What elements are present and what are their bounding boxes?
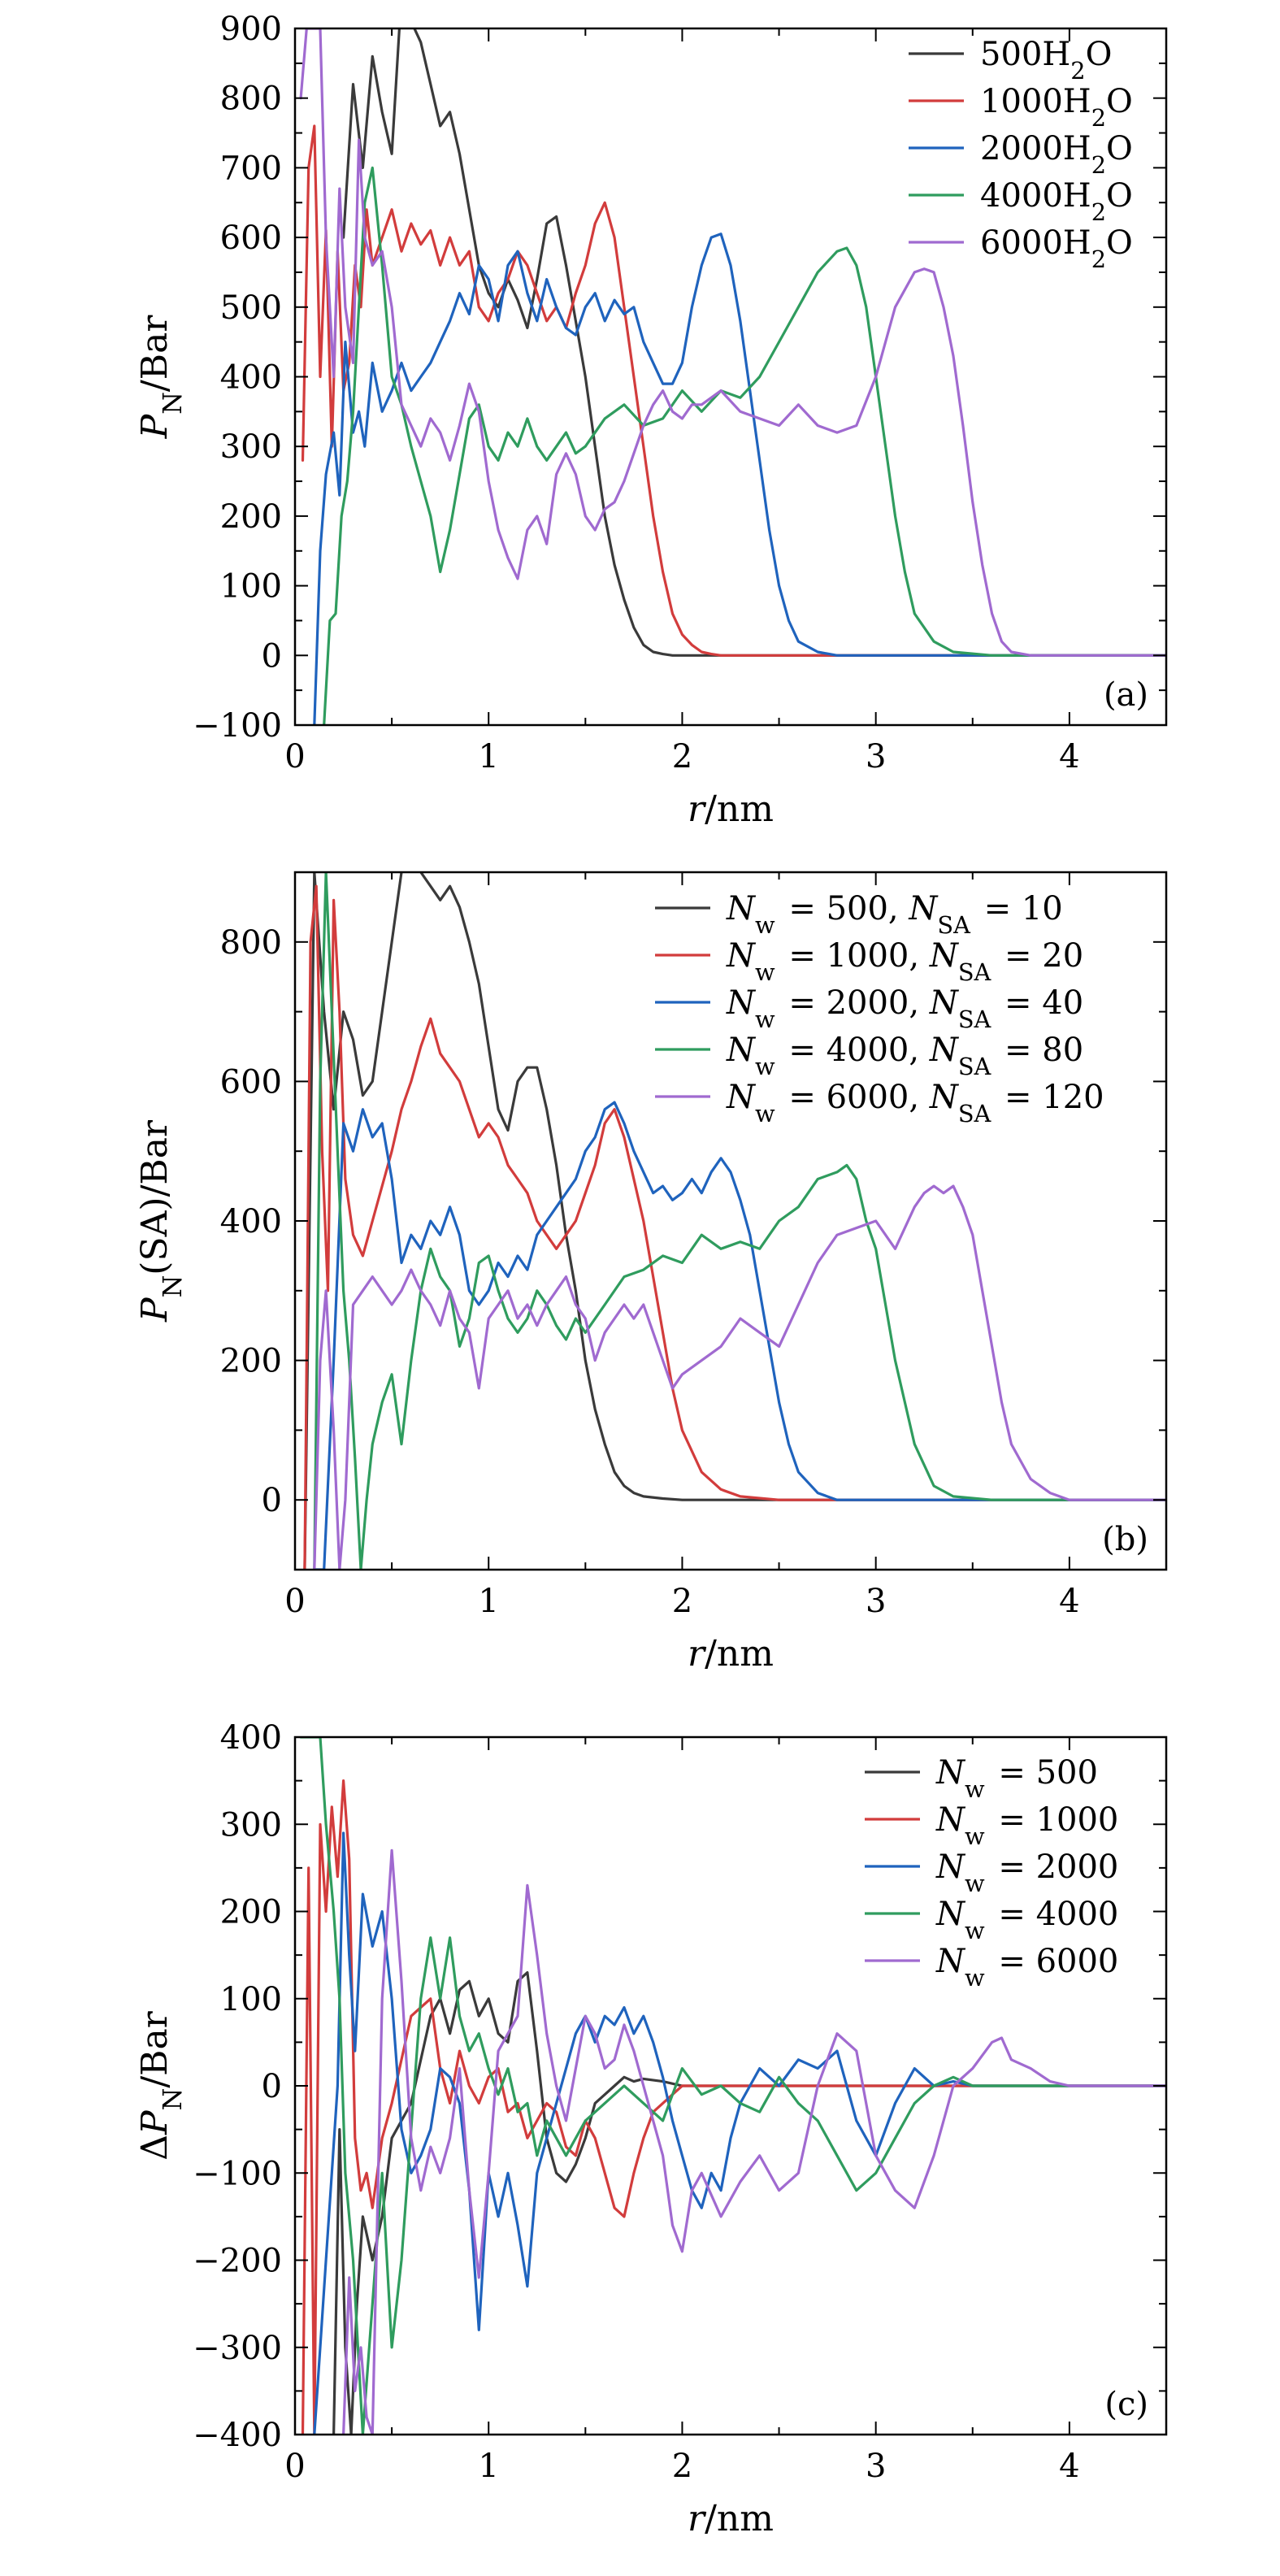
y-tick-label: 300 (220, 428, 282, 466)
series-line-5 (342, 1848, 1166, 2435)
series-line-4 (313, 872, 1166, 1570)
y-tick-label: 600 (220, 219, 282, 257)
legend-label: Nw = 500, NSA = 10 (726, 890, 1063, 939)
series-line-3 (313, 232, 1166, 725)
series-line-4 (323, 166, 1166, 725)
x-tick-label: 2 (672, 1583, 692, 1620)
x-axis-label: r/nm (688, 1633, 774, 1675)
y-axis-label: ΔPN/Bar (134, 2010, 188, 2161)
series-lines (299, 1737, 1166, 2435)
y-axis-label: PN/Bar (134, 315, 188, 440)
x-tick-label: 2 (672, 2448, 692, 2485)
y-tick-label: 200 (220, 1343, 282, 1380)
y-tick-label: 0 (262, 637, 282, 675)
legend-label: Nw = 6000, NSA = 120 (726, 1079, 1104, 1127)
y-tick-label: 400 (220, 359, 282, 397)
y-tick-label: 800 (220, 924, 282, 962)
legend-label: Nw = 2000, NSA = 40 (726, 984, 1083, 1033)
series-line-5 (313, 1184, 1166, 1570)
y-tick-label: −100 (193, 707, 282, 745)
panel-a: 0 1 2 3 4−1000100200300400500600700800900r/n… (134, 11, 1168, 830)
y-tick-label: 100 (220, 568, 282, 606)
series-line-3 (313, 1101, 1166, 1570)
legend-label: 1000H2O (980, 83, 1133, 132)
panel-b: 0 1 2 3 4 0 200 400 600 800 r/nm PN(SA)/Bar (b) Nw = … (134, 871, 1168, 1675)
x-tick-label: 0 (284, 1583, 305, 1620)
legend-label: Nw = 6000 (935, 1943, 1118, 1992)
y-tick-label: 400 (220, 1719, 282, 1757)
series-lines (299, 28, 1166, 725)
series-line-3 (313, 1831, 1166, 2435)
panel-label: (b) (1102, 1521, 1148, 1558)
x-tick-label: 1 (478, 1583, 498, 1620)
x-tick-label: 1 (478, 2448, 498, 2485)
series-lines (303, 872, 1166, 1570)
x-tick-label: 3 (866, 2448, 886, 2485)
y-tick-label: 0 (262, 1482, 282, 1519)
series-line-4 (299, 1737, 1166, 2435)
x-tick-label: 4 (1059, 2448, 1079, 2485)
y-tick-label: −100 (193, 2155, 282, 2192)
y-tick-label: −400 (193, 2417, 282, 2454)
y-tick-label: 200 (220, 1894, 282, 1931)
legend-label: Nw = 1000 (935, 1801, 1118, 1850)
y-tick-label: −300 (193, 2330, 282, 2367)
legend-label: Nw = 500 (935, 1754, 1098, 1803)
x-axis-label: r/nm (688, 788, 774, 830)
series-line-1 (342, 28, 1166, 657)
y-tick-label: 0 (262, 2068, 282, 2105)
y-tick-label: 200 (220, 498, 282, 536)
series-line-1 (303, 872, 1166, 1570)
x-tick-label: 4 (1059, 1583, 1079, 1620)
legend-label: 6000H2O (980, 224, 1133, 273)
y-tick-label: 900 (220, 11, 282, 48)
panel-label: (a) (1104, 676, 1148, 714)
y-tick-label: 100 (220, 1981, 282, 2018)
x-tick-label: 1 (478, 738, 498, 775)
y-tick-label: −200 (193, 2243, 282, 2280)
legend-label: 4000H2O (980, 177, 1133, 226)
legend-label: Nw = 4000, NSA = 80 (726, 1032, 1083, 1080)
x-tick-label: 0 (284, 2448, 305, 2485)
x-tick-label: 0 (284, 738, 305, 775)
x-tick-label: 3 (866, 1583, 886, 1620)
legend-label: Nw = 1000, NSA = 20 (726, 937, 1083, 986)
panel-label: (c) (1104, 2386, 1148, 2423)
y-tick-label: 600 (220, 1063, 282, 1101)
y-tick-label: 700 (220, 150, 282, 187)
panel-c: 0 1 2 3 4 −400 −300 −200 −100 0 100 200 300 400 r/nm ΔP… (134, 1719, 1168, 2539)
plot-frame (293, 871, 1168, 1571)
legend-label: Nw = 2000 (935, 1848, 1118, 1897)
y-tick-label: 300 (220, 1806, 282, 1844)
y-tick-label: 400 (220, 1203, 282, 1240)
x-tick-label: 3 (866, 738, 886, 775)
series-line-2 (303, 884, 1166, 1570)
x-tick-label: 2 (672, 738, 692, 775)
series-line-1 (332, 1971, 1166, 2435)
legend-label: Nw = 4000 (935, 1896, 1118, 1944)
y-tick-label: 500 (220, 289, 282, 327)
x-tick-label: 4 (1059, 738, 1079, 775)
legend-label: 2000H2O (980, 130, 1133, 179)
y-tick-label: 800 (220, 80, 282, 118)
x-axis-label: r/nm (688, 2498, 774, 2539)
series-line-5 (299, 28, 1166, 657)
legend-label: 500H2O (980, 36, 1112, 85)
y-axis-label: PN(SA)/Bar (134, 1119, 188, 1323)
